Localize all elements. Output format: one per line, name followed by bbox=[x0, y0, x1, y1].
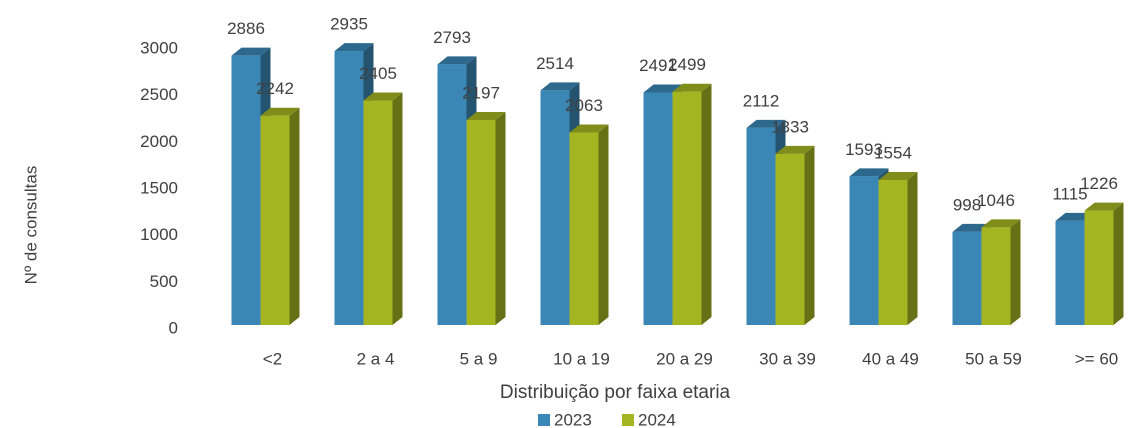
bar-face bbox=[260, 107, 300, 116]
bar-face bbox=[981, 227, 1011, 325]
bar-face bbox=[334, 51, 364, 326]
bar-face bbox=[701, 83, 712, 325]
y-tick-label: 3000 bbox=[140, 38, 178, 57]
bar-face bbox=[1084, 210, 1114, 325]
y-tick-label: 2000 bbox=[140, 132, 178, 151]
value-label: 1833 bbox=[771, 117, 809, 136]
bar bbox=[878, 171, 918, 325]
bar-face bbox=[540, 82, 580, 91]
bar-face bbox=[231, 55, 261, 325]
bar bbox=[981, 219, 1021, 325]
value-label: 1046 bbox=[977, 191, 1015, 210]
bar-face bbox=[569, 132, 599, 325]
bar-face bbox=[643, 92, 673, 325]
y-tick-label: 1500 bbox=[140, 178, 178, 197]
bar bbox=[260, 107, 300, 325]
bar-face bbox=[746, 127, 776, 325]
bar-face bbox=[363, 92, 403, 101]
bar bbox=[1084, 202, 1124, 325]
bar-face bbox=[231, 47, 271, 56]
bar-face bbox=[495, 111, 506, 325]
bar-face bbox=[1010, 219, 1021, 325]
bar-face bbox=[849, 176, 879, 325]
bar-face bbox=[849, 168, 889, 177]
x-tick-label: 30 a 39 bbox=[759, 349, 816, 368]
value-label: 1226 bbox=[1080, 174, 1118, 193]
bar-face bbox=[437, 64, 467, 325]
value-label: 2112 bbox=[743, 91, 780, 110]
bar-face bbox=[392, 92, 403, 326]
x-tick-label: 5 a 9 bbox=[460, 349, 498, 368]
bar-face bbox=[1113, 202, 1124, 325]
bar bbox=[775, 145, 815, 325]
bar-face bbox=[952, 231, 982, 325]
bar-face bbox=[466, 111, 506, 120]
value-label: 2063 bbox=[565, 96, 603, 115]
y-tick-label: 1000 bbox=[140, 225, 178, 244]
bar-face bbox=[466, 119, 496, 326]
bar-face bbox=[363, 100, 393, 326]
value-label: 2935 bbox=[330, 15, 368, 34]
bar bbox=[363, 92, 403, 326]
y-tick-label: 2500 bbox=[140, 85, 178, 104]
legend-label: 2024 bbox=[638, 410, 676, 428]
bar-face bbox=[775, 145, 815, 154]
x-tick-label: 50 a 59 bbox=[965, 349, 1022, 368]
bar-face bbox=[775, 153, 805, 325]
x-tick-label: 2 a 4 bbox=[357, 349, 395, 368]
bar-face bbox=[878, 179, 908, 325]
bar bbox=[672, 83, 712, 325]
value-label: 1593 bbox=[845, 140, 883, 159]
value-label: 1554 bbox=[874, 143, 912, 162]
bar-face bbox=[804, 145, 815, 325]
legend-swatch bbox=[538, 414, 550, 426]
value-label: 2197 bbox=[462, 83, 500, 102]
value-label: 2242 bbox=[256, 79, 294, 98]
value-label: 2491 bbox=[639, 56, 677, 75]
bar-face bbox=[643, 84, 683, 93]
bar-face bbox=[1084, 202, 1124, 211]
y-tick-label: 0 bbox=[169, 318, 178, 337]
bar-face bbox=[260, 115, 290, 325]
y-tick-label: 500 bbox=[150, 272, 178, 291]
bar-face bbox=[289, 107, 300, 325]
bar-face bbox=[1055, 220, 1085, 325]
value-label: 2886 bbox=[227, 19, 265, 38]
bar-face bbox=[672, 83, 712, 92]
x-tick-label: 40 a 49 bbox=[862, 349, 919, 368]
value-label: 1115 bbox=[1052, 184, 1087, 203]
x-tick-label: <2 bbox=[263, 349, 282, 368]
bar bbox=[466, 111, 506, 326]
bar-face bbox=[981, 219, 1021, 228]
bar bbox=[569, 124, 609, 325]
x-tick-label: 10 a 19 bbox=[553, 349, 610, 368]
legend-swatch bbox=[622, 414, 634, 426]
bar-face bbox=[437, 56, 477, 65]
bar-face bbox=[672, 91, 702, 325]
y-axis-title: Nº de consultas bbox=[21, 166, 40, 285]
bar-face bbox=[569, 124, 609, 133]
bar-face bbox=[878, 171, 918, 180]
bar-face bbox=[907, 171, 918, 325]
x-tick-label: >= 60 bbox=[1075, 349, 1119, 368]
bar-face bbox=[746, 119, 786, 128]
value-label: 2499 bbox=[668, 55, 706, 74]
legend-label: 2023 bbox=[554, 410, 592, 428]
x-tick-label: 20 a 29 bbox=[656, 349, 713, 368]
value-label: 998 bbox=[953, 195, 981, 214]
value-label: 2405 bbox=[359, 64, 397, 83]
value-label: 2514 bbox=[536, 54, 574, 73]
bar-face bbox=[334, 43, 374, 52]
value-label: 2793 bbox=[433, 28, 471, 47]
x-axis-title: Distribuição por faixa etaria bbox=[500, 382, 731, 403]
bar-face bbox=[598, 124, 609, 325]
bar-face bbox=[540, 90, 570, 325]
